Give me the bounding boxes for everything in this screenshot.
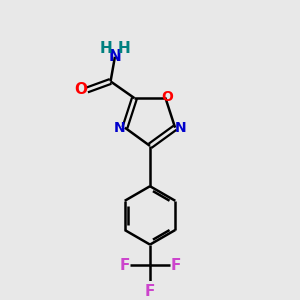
Text: F: F xyxy=(170,258,181,273)
Text: H: H xyxy=(100,41,112,56)
Text: N: N xyxy=(114,121,126,135)
Text: N: N xyxy=(174,121,186,135)
Text: H: H xyxy=(117,41,130,56)
Text: O: O xyxy=(161,90,173,104)
Text: O: O xyxy=(74,82,88,98)
Text: F: F xyxy=(145,284,155,299)
Text: N: N xyxy=(109,49,121,64)
Text: F: F xyxy=(119,258,130,273)
